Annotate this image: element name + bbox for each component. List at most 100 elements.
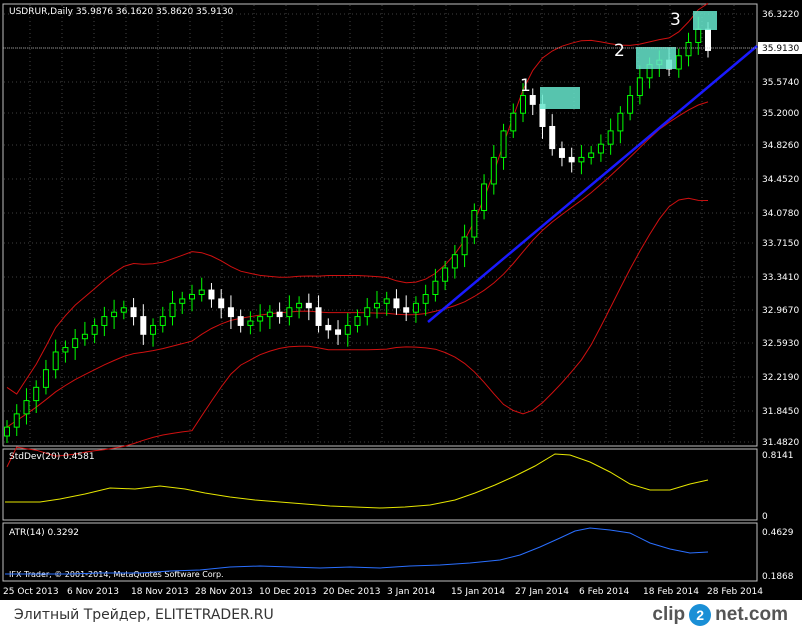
- candle-body: [81, 333, 88, 340]
- candle-body: [150, 324, 157, 335]
- candle-body: [198, 289, 205, 295]
- atr-header: ATR(14) 0.3292: [9, 528, 79, 538]
- candle-body: [130, 307, 137, 318]
- candle-body: [529, 95, 536, 105]
- candle-body: [120, 307, 127, 313]
- price-tick: 33.3410: [762, 273, 799, 283]
- logo-icon: 2: [689, 604, 712, 626]
- candle-body: [549, 125, 556, 150]
- candle-body: [325, 324, 332, 331]
- candle-body: [227, 307, 234, 318]
- candle-body: [315, 307, 322, 326]
- candle-body: [383, 298, 390, 304]
- highlight-box-3: [693, 11, 717, 30]
- candle-body: [42, 369, 49, 388]
- chart-canvas[interactable]: 1 2 3 USDRUR,Daily 35.9876 36.1620 35.86…: [0, 0, 802, 600]
- price-tick: 34.8260: [762, 141, 799, 151]
- price-panel[interactable]: [2, 3, 758, 447]
- time-tick: 28 Feb 2014: [707, 587, 763, 597]
- price-tick: 31.8450: [762, 407, 799, 417]
- stddev-tick: 0.8141: [762, 451, 794, 461]
- candle-body: [218, 298, 225, 309]
- candle-body: [636, 77, 643, 97]
- atr-panel[interactable]: [2, 522, 758, 582]
- candle-body: [4, 426, 10, 437]
- current-price-value: 35.9130: [762, 44, 799, 54]
- clip2net-logo: clip 2 net.com: [652, 604, 788, 626]
- time-tick: 25 Oct 2013: [3, 587, 59, 597]
- candle-body: [247, 320, 254, 326]
- highlight-box-2: [636, 47, 676, 69]
- candle-body: [412, 302, 419, 313]
- candle-body: [451, 254, 458, 269]
- caption-text: Элитный Трейдер, ELITETRADER.RU: [14, 607, 274, 623]
- candle-body: [617, 112, 624, 132]
- copyright-text: IFX Trader, © 2001-2014, MetaQuotes Soft…: [9, 570, 224, 579]
- candle-body: [627, 95, 634, 114]
- candle-body: [442, 267, 449, 282]
- price-axis: 36.3220 35.5740 35.2000 34.8260 34.4520 …: [762, 10, 799, 448]
- time-tick: 10 Dec 2013: [259, 587, 317, 597]
- stddev-line: [5, 453, 709, 509]
- candle-body: [159, 316, 166, 326]
- candlesticks: [4, 16, 711, 444]
- candle-body: [354, 316, 361, 326]
- candle-body: [276, 311, 283, 318]
- price-tick: 33.7150: [762, 239, 799, 249]
- time-tick: 20 Dec 2013: [323, 587, 381, 597]
- candle-body: [266, 311, 273, 318]
- price-tick: 32.9670: [762, 306, 799, 316]
- candle-body: [705, 28, 711, 51]
- current-price-tag: [758, 42, 802, 54]
- price-tick: 35.2000: [762, 109, 799, 119]
- candle-body: [72, 338, 79, 349]
- atr-tick: 0.1868: [762, 572, 794, 582]
- trend-line[interactable]: [427, 45, 758, 323]
- price-tick: 31.4820: [762, 438, 799, 448]
- candle-body: [373, 302, 380, 309]
- time-tick: 28 Nov 2013: [195, 587, 253, 597]
- candle-body: [257, 316, 264, 322]
- candle-body: [422, 293, 429, 304]
- candle-body: [169, 302, 176, 318]
- candle-body: [140, 316, 147, 335]
- price-tick: 34.0780: [762, 209, 799, 219]
- candle-body: [403, 307, 410, 313]
- marker-3: 3: [670, 10, 681, 30]
- candle-body: [286, 307, 293, 318]
- candle-body: [607, 130, 614, 145]
- candle-body: [237, 316, 244, 326]
- caption-bar: Элитный Трейдер, ELITETRADER.RU clip 2 net…: [0, 600, 802, 630]
- time-tick: 27 Jan 2014: [515, 587, 569, 597]
- candle-body: [179, 298, 186, 304]
- time-tick: 18 Feb 2014: [643, 587, 699, 597]
- price-tick: 36.3220: [762, 10, 799, 20]
- candle-body: [685, 41, 692, 57]
- marker-2: 2: [614, 41, 625, 61]
- candle-body: [344, 324, 351, 335]
- candle-body: [510, 112, 517, 132]
- band-upper: [6, 2, 709, 395]
- candle-body: [597, 143, 604, 154]
- price-tick: 35.5740: [762, 78, 799, 88]
- stddev-panel[interactable]: [2, 448, 758, 521]
- candle-body: [296, 302, 303, 309]
- candle-body: [13, 413, 20, 428]
- candle-body: [335, 329, 342, 335]
- time-tick: 3 Jan 2014: [387, 587, 435, 597]
- price-tick: 32.5930: [762, 339, 799, 349]
- candle-body: [91, 324, 98, 335]
- candle-body: [461, 236, 468, 256]
- candle-body: [111, 311, 118, 318]
- candle-body: [364, 307, 371, 318]
- price-tick: 32.2190: [762, 373, 799, 383]
- candle-body: [33, 386, 40, 402]
- atr-line: [5, 527, 709, 575]
- candle-body: [393, 298, 400, 309]
- time-tick: 6 Feb 2014: [579, 587, 630, 597]
- price-tick: 34.4520: [762, 175, 799, 185]
- candle-body: [208, 289, 215, 300]
- candle-body: [490, 156, 497, 185]
- candle-body: [471, 209, 478, 238]
